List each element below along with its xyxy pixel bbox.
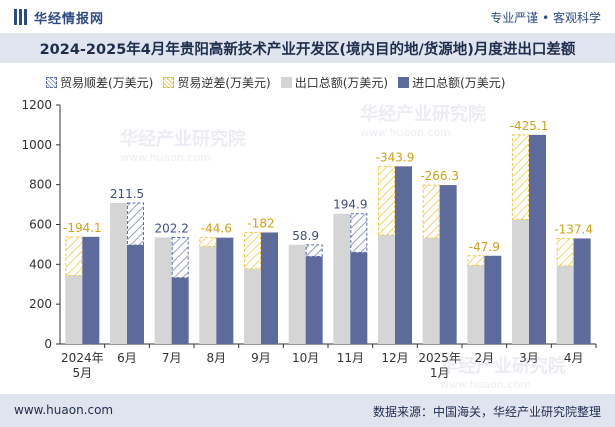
legend-swatch-deficit bbox=[163, 76, 175, 88]
legend-label-deficit: 贸易逆差(万美元) bbox=[177, 75, 271, 90]
y-tick-label: 1000 bbox=[21, 138, 52, 152]
balance-data-label: 211.5 bbox=[110, 187, 144, 201]
x-tick-label: 1月 bbox=[430, 366, 450, 380]
balance-data-label: 58.9 bbox=[292, 229, 319, 243]
footer-bar: www.huaon.com 数据来源：中国海关，华经产业研究院整理 bbox=[0, 394, 615, 427]
import-bar bbox=[395, 166, 412, 344]
export-bar bbox=[154, 237, 172, 344]
import-bar bbox=[82, 236, 100, 344]
header-bar: 华经情报网 专业严谨 • 客观科学 bbox=[0, 0, 615, 33]
y-tick-label: 400 bbox=[29, 257, 52, 271]
export-bar bbox=[556, 265, 574, 344]
x-tick-label: 5月 bbox=[73, 366, 93, 380]
export-bar bbox=[199, 246, 217, 344]
legend-item-export: 出口总额(万美元) bbox=[280, 74, 389, 91]
balance-data-label: -266.3 bbox=[420, 169, 459, 183]
import-bar bbox=[529, 134, 546, 344]
x-tick-label: 9月 bbox=[251, 351, 271, 365]
balance-data-label: -182 bbox=[247, 216, 274, 230]
title-bar: 2024-2025年4月年贵阳高新技术产业开发区(境内目的地/货源地)月度进出口… bbox=[0, 33, 615, 63]
export-bar bbox=[378, 234, 395, 344]
legend-label-import: 进口总额(万美元) bbox=[412, 75, 506, 90]
balance-data-label: -137.4 bbox=[554, 222, 593, 236]
balance-data-label: -44.6 bbox=[201, 222, 232, 236]
deficit-bar bbox=[512, 134, 529, 221]
balance-data-label: -47.9 bbox=[469, 240, 500, 254]
slogan: 专业严谨 • 客观科学 bbox=[490, 11, 601, 25]
legend-item-deficit: 贸易逆差(万美元) bbox=[163, 74, 271, 91]
logo-icon bbox=[14, 9, 28, 25]
import-bar bbox=[350, 252, 368, 344]
logo-text: 华经情报网 bbox=[34, 11, 105, 27]
export-bar bbox=[333, 213, 351, 344]
deficit-bar bbox=[467, 255, 485, 266]
legend-swatch-export bbox=[280, 76, 292, 88]
deficit-bar bbox=[65, 236, 83, 276]
export-bar bbox=[244, 268, 261, 344]
balance-data-label: -425.1 bbox=[510, 119, 549, 133]
import-bar bbox=[261, 232, 278, 344]
deficit-bar bbox=[199, 237, 217, 247]
legend: 贸易顺差(万美元) 贸易逆差(万美元) 出口总额(万美元) 进口总额(万美元) bbox=[46, 73, 516, 91]
x-tick-label: 2025年 bbox=[418, 351, 461, 365]
y-tick-label: 600 bbox=[29, 218, 52, 232]
legend-item-surplus: 贸易顺差(万美元) bbox=[46, 74, 153, 91]
import-bar bbox=[305, 256, 323, 344]
import-bar bbox=[216, 237, 234, 344]
export-bar bbox=[422, 238, 440, 344]
balance-data-label: 202.2 bbox=[154, 221, 188, 235]
export-bar bbox=[512, 219, 529, 344]
import-bar bbox=[439, 185, 457, 344]
deficit-bar bbox=[422, 184, 440, 239]
import-bar bbox=[484, 255, 502, 344]
y-tick-label: 800 bbox=[29, 178, 52, 192]
x-tick-label: 4月 bbox=[564, 351, 584, 365]
import-bar bbox=[171, 277, 189, 344]
legend-swatch-import bbox=[398, 76, 410, 88]
x-tick-label: 7月 bbox=[162, 351, 182, 365]
footer-website-link[interactable]: www.huaon.com bbox=[14, 403, 114, 417]
legend-swatch-surplus bbox=[46, 76, 57, 88]
y-tick-label: 200 bbox=[29, 297, 52, 311]
x-tick-label: 11月 bbox=[337, 351, 364, 365]
x-tick-label: 2月 bbox=[475, 351, 495, 365]
surplus-bar bbox=[127, 202, 144, 246]
legend-label-surplus: 贸易顺差(万美元) bbox=[60, 75, 154, 90]
legend-label-export: 出口总额(万美元) bbox=[294, 75, 389, 90]
export-bar bbox=[65, 275, 83, 344]
y-tick-label: 1200 bbox=[21, 98, 52, 112]
import-bar bbox=[573, 238, 591, 344]
x-tick-label: 12月 bbox=[381, 351, 408, 365]
y-tick-label: 0 bbox=[44, 337, 52, 351]
deficit-bar bbox=[556, 237, 574, 267]
surplus-bar bbox=[350, 213, 368, 253]
export-bar bbox=[288, 244, 306, 344]
balance-data-label: -194.1 bbox=[63, 221, 102, 235]
deficit-bar bbox=[378, 165, 395, 236]
deficit-bar bbox=[244, 231, 261, 270]
import-bar bbox=[127, 245, 144, 344]
chart-title: 2024-2025年4月年贵阳高新技术产业开发区(境内目的地/货源地)月度进出口… bbox=[39, 41, 576, 58]
x-tick-label: 8月 bbox=[207, 351, 227, 365]
logo[interactable]: 华经情报网 bbox=[14, 8, 105, 27]
export-bar bbox=[110, 202, 127, 344]
surplus-bar bbox=[171, 236, 189, 279]
x-tick-label: 6月 bbox=[117, 351, 137, 365]
export-bar bbox=[467, 265, 485, 344]
footer-source: 数据来源：中国海关，华经产业研究院整理 bbox=[372, 405, 601, 419]
surplus-bar bbox=[305, 244, 323, 257]
balance-data-label: -343.9 bbox=[376, 150, 415, 164]
x-tick-label: 10月 bbox=[292, 351, 319, 365]
x-tick-label: 3月 bbox=[519, 351, 539, 365]
x-tick-label: 2024年 bbox=[61, 351, 104, 365]
legend-item-import: 进口总额(万美元) bbox=[398, 74, 506, 91]
balance-data-label: 194.9 bbox=[333, 198, 367, 212]
